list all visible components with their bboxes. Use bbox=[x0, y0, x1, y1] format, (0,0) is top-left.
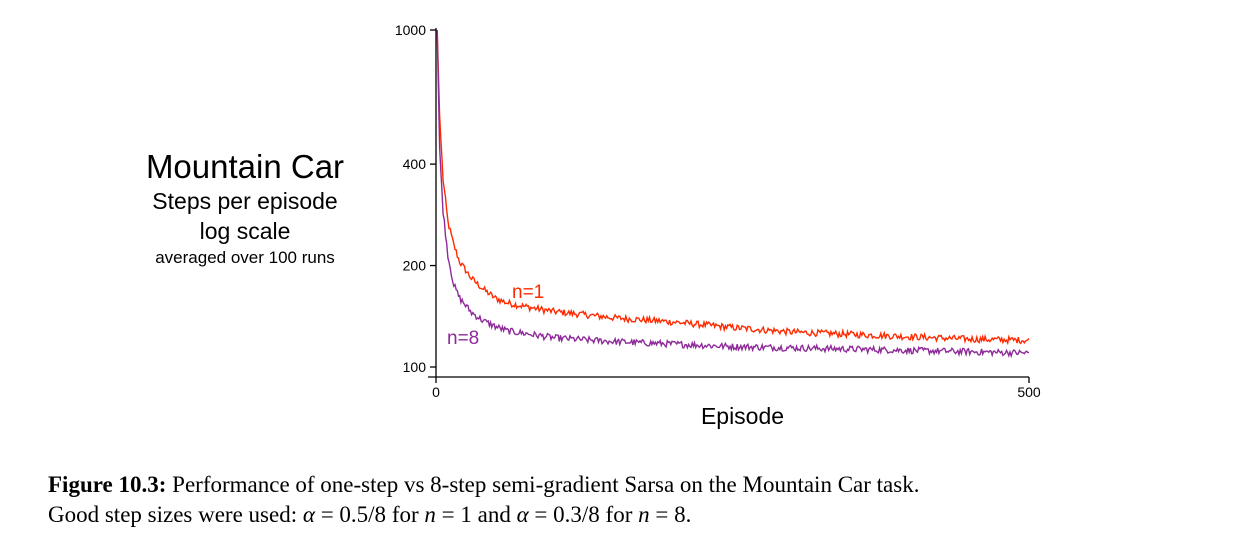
series-line-n=8 bbox=[436, 29, 1030, 359]
y-tick-label-1000: 1000 bbox=[395, 22, 426, 38]
chart-title: Mountain Car bbox=[145, 148, 345, 185]
for-text-2: for bbox=[599, 502, 639, 527]
alpha-value-2: 0.3/8 bbox=[553, 502, 600, 527]
x-axis-label: Episode bbox=[701, 403, 784, 429]
alpha-value-1: 0.5/8 bbox=[339, 502, 387, 527]
n-value-2: 8 bbox=[674, 502, 686, 527]
series-label-n=8: n=8 bbox=[447, 328, 479, 349]
axes bbox=[428, 28, 1029, 378]
y-axis-label-line-3: averaged over 100 runs bbox=[155, 248, 335, 267]
n-symbol-1: n bbox=[424, 502, 436, 527]
figure-caption: Figure 10.3: Performance of one-step vs … bbox=[48, 470, 1228, 530]
series-lines: n=1 n=8 bbox=[436, 29, 1030, 359]
y-axis-label-block: Mountain Car Steps per episode log scale… bbox=[110, 148, 380, 270]
ticks: 100 200 400 1000 0 500 bbox=[395, 22, 1041, 400]
y-tick-label-400: 400 bbox=[403, 156, 427, 172]
series-label-n=1: n=1 bbox=[512, 282, 544, 303]
x-tick-label-0: 0 bbox=[432, 384, 440, 400]
n-value-1: 1 bbox=[460, 502, 472, 527]
y-tick-label-100: 100 bbox=[403, 359, 427, 375]
x-tick-label-500: 500 bbox=[1017, 384, 1041, 400]
y-axis-label-line-2: log scale bbox=[199, 218, 291, 244]
caption-text-1: Performance of one-step vs 8-step semi-g… bbox=[172, 472, 920, 497]
caption-label: Figure 10.3: bbox=[48, 472, 167, 497]
series-line-n=1 bbox=[436, 29, 1030, 346]
and-text: and bbox=[471, 502, 517, 527]
y-axis-label-line-1: Steps per episode bbox=[152, 188, 338, 214]
period: . bbox=[685, 502, 692, 527]
equals-1: = bbox=[314, 502, 340, 527]
for-text-1: for bbox=[386, 502, 425, 527]
equals-4: = bbox=[649, 502, 675, 527]
caption-text-2a: Good step sizes were used: bbox=[48, 502, 303, 527]
alpha-symbol: α bbox=[302, 502, 315, 527]
equals-2: = bbox=[435, 502, 461, 527]
n-symbol-2: n bbox=[638, 502, 650, 527]
caption-line-2: Good step sizes were used: α = 0.5/8 for… bbox=[48, 500, 1228, 530]
equals-3: = bbox=[528, 502, 554, 527]
alpha-symbol-2: α bbox=[516, 502, 529, 527]
steps-per-episode-chart: 100 200 400 1000 0 500 n=1 n=8 Episode bbox=[395, 22, 1041, 429]
y-tick-label-200: 200 bbox=[403, 258, 427, 274]
caption-line-1: Figure 10.3: Performance of one-step vs … bbox=[48, 470, 1228, 500]
